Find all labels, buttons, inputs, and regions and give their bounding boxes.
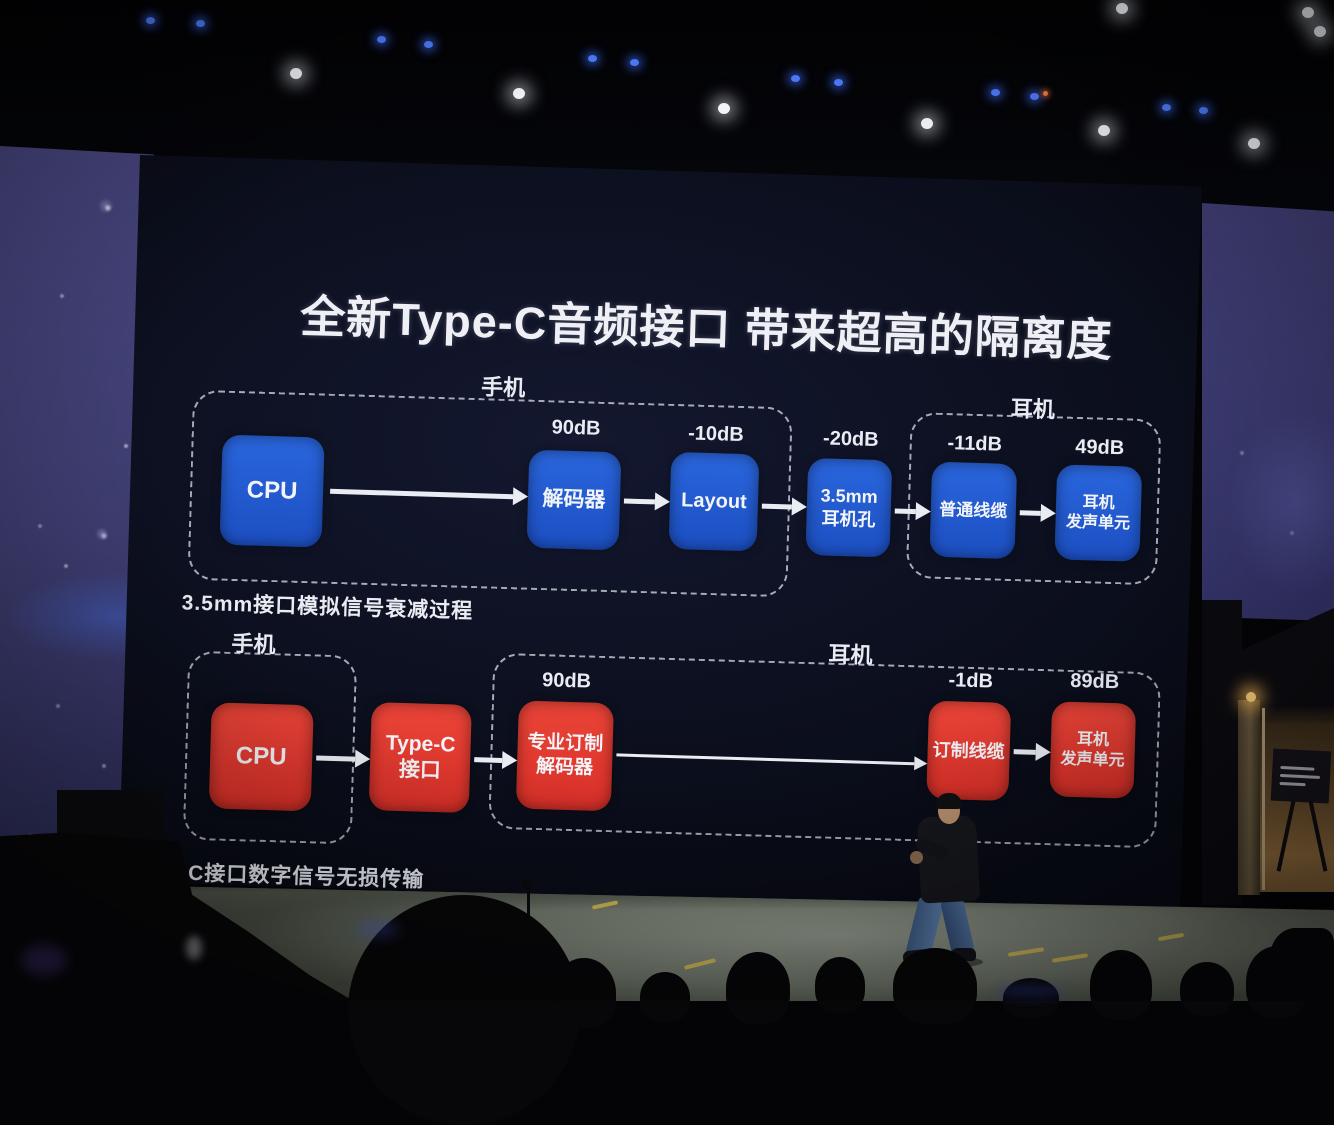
audience-silhouette <box>1270 928 1334 1001</box>
equipment-glow <box>186 936 202 960</box>
rig-light-blue-icon <box>630 59 639 66</box>
rig-light-white-icon <box>1116 3 1128 14</box>
rig-light-white-icon <box>1098 125 1110 136</box>
storefront-lamp-icon <box>1246 692 1256 702</box>
audience-silhouette <box>1180 962 1234 1016</box>
projection-screen: 全新Type-C音频接口 带来超高的隔离度 手机 耳机 90dB -10dB -… <box>118 155 1202 914</box>
node-ordinary-cable: 普通线缆 <box>929 461 1018 560</box>
db-label-driver-bottom: 89dB <box>1070 669 1120 694</box>
audience-silhouette <box>726 952 790 1024</box>
rig-light-blue-icon <box>1030 93 1039 100</box>
flow-arrow <box>1013 749 1036 755</box>
rig-light-blue-icon <box>791 75 800 82</box>
easel-sign <box>1270 748 1332 804</box>
flow-arrow <box>1019 510 1041 516</box>
rig-light-blue-icon <box>196 20 205 27</box>
db-label-custom-cable: -1dB <box>948 669 994 693</box>
node-typec-port: Type-C 接口 <box>368 702 472 814</box>
rig-light-white-icon <box>513 88 525 99</box>
audience-silhouette <box>815 957 865 1013</box>
node-driver-bottom: 耳机 发声单元 <box>1049 701 1137 799</box>
stage-prop-storefront <box>1202 600 1242 905</box>
flow-arrow <box>761 503 792 510</box>
rig-light-blue-icon <box>588 55 597 62</box>
audience-silhouette <box>893 948 977 1024</box>
audience-silhouette <box>552 958 616 1028</box>
presenter-hair <box>936 793 962 809</box>
equipment-glow-purple <box>22 945 66 975</box>
rig-light-blue-icon <box>146 17 155 24</box>
flow-arrow <box>623 498 656 505</box>
node-layout: Layout <box>668 451 760 552</box>
db-label-layout: -10dB <box>687 422 745 447</box>
rig-light-blue-icon <box>424 41 433 48</box>
rig-light-blue-icon <box>1162 104 1171 111</box>
db-label-ordinary-cable: -11dB <box>947 432 1003 456</box>
keynote-photo-scene: { "slide": { "title": "全新Type-C音频接口 带来超高… <box>0 0 1334 1001</box>
flow-arrow <box>894 508 916 515</box>
node-35mm-jack: 3.5mm 耳机孔 <box>805 457 893 558</box>
mic-stand-head <box>522 879 532 889</box>
rig-light-white-icon <box>1302 7 1314 18</box>
node-decoder: 解码器 <box>526 449 622 551</box>
slide-title: 全新Type-C音频接口 带来超高的隔离度 <box>299 290 1114 366</box>
rig-light-white-icon <box>921 118 933 129</box>
rig-light-white-icon <box>1314 26 1326 37</box>
node-custom-decoder: 专业订制 解码器 <box>515 700 614 812</box>
node-cpu-bottom: CPU <box>208 702 314 812</box>
rig-light-white-icon <box>1248 138 1260 149</box>
presenter-torso <box>916 814 981 904</box>
db-label-custom-decoder: 90dB <box>541 669 592 693</box>
audience-glow-blue <box>995 984 1065 998</box>
presenter-hand <box>910 851 923 864</box>
right-wall-panel <box>1202 203 1334 621</box>
db-label-driver-top: 49dB <box>1074 435 1125 460</box>
db-label-decoder: 90dB <box>551 416 601 440</box>
rig-light-orange-icon <box>1043 91 1048 96</box>
rig-light-blue-icon <box>991 89 1000 96</box>
audience-silhouette <box>1090 950 1152 1020</box>
storefront-doorframe <box>1238 700 1260 895</box>
rig-light-blue-icon <box>834 79 843 86</box>
node-custom-cable: 订制线缆 <box>926 700 1012 802</box>
rig-light-blue-icon <box>377 36 386 43</box>
storefront-door-edge <box>1262 708 1265 890</box>
rig-light-blue-icon <box>1199 107 1208 114</box>
node-driver-top: 耳机 发声单元 <box>1054 464 1143 562</box>
audience-silhouette <box>640 972 690 1022</box>
caption-analog-attenuation: 3.5mm接口模拟信号衰减过程 <box>181 591 474 624</box>
rig-light-white-icon <box>290 68 302 79</box>
db-label-35mm-jack: -20dB <box>822 427 879 452</box>
equipment-glow-blue <box>355 920 399 938</box>
flow-arrow <box>474 757 503 764</box>
node-cpu-top: CPU <box>219 434 325 548</box>
rig-light-white-icon <box>718 103 730 114</box>
